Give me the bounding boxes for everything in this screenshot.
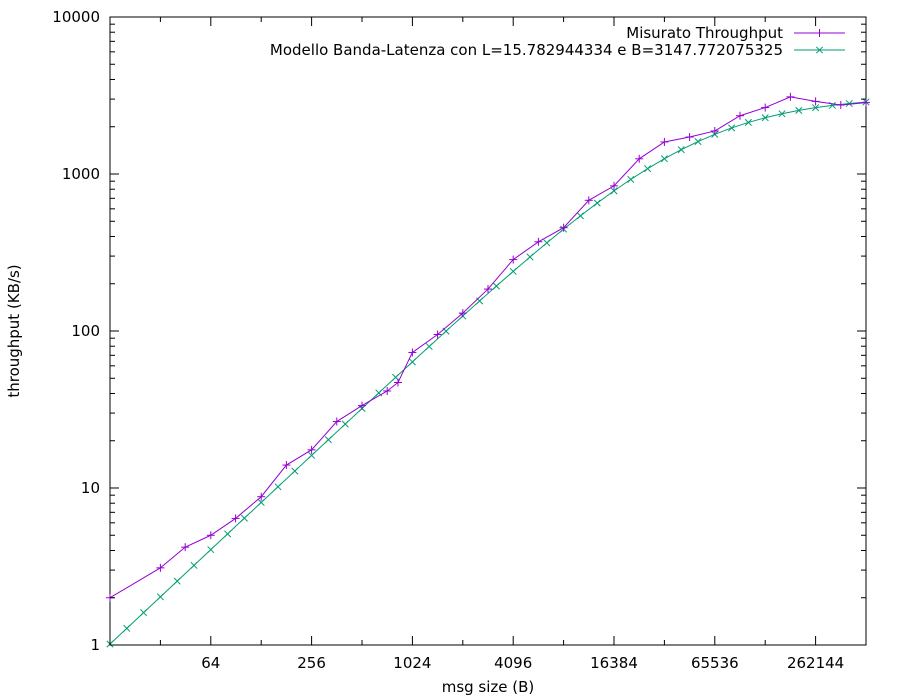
x-tick-label: 16384 [590, 654, 638, 672]
legend-label-measured: Misurato Throughput [626, 24, 783, 42]
series-model-point [660, 155, 668, 163]
series-measured-point [685, 133, 694, 142]
series-model-point [761, 114, 769, 122]
series-measured-point [534, 237, 543, 246]
series-measured [106, 92, 870, 602]
legend-sample-model-marker [815, 46, 824, 54]
series-model-point [610, 187, 618, 195]
x-tick-label: 262144 [787, 654, 844, 672]
x-axis-title: msg size (B) [442, 678, 535, 696]
series-model-point [543, 239, 551, 247]
series-model-point [240, 514, 248, 522]
series-model [106, 98, 870, 648]
y-tick-label: 10000 [52, 8, 100, 26]
x-tick-label: 65536 [691, 654, 739, 672]
series-model-point [778, 110, 786, 118]
series-measured-point [559, 223, 568, 232]
series-measured-point [282, 461, 291, 470]
series-model-point [492, 282, 500, 290]
series-measured-point [383, 386, 392, 395]
series-measured-line [109, 96, 867, 599]
series-model-point [509, 267, 517, 275]
legend-sample-measured [794, 29, 845, 37]
series-model-point [744, 118, 752, 126]
series-measured-point [483, 285, 492, 294]
series-measured-point [509, 255, 518, 264]
series-group [106, 92, 870, 648]
x-tick-label: 256 [297, 654, 326, 672]
series-model-line [109, 101, 867, 645]
series-measured-point [156, 563, 165, 572]
series-model-point [526, 253, 534, 261]
y-tick-label: 100 [71, 322, 100, 340]
series-model-point [408, 358, 416, 366]
series-model-point [375, 389, 383, 397]
y-axis-title: throughput (KB/s) [5, 264, 23, 397]
series-measured-point [710, 126, 719, 135]
series-measured-point [393, 378, 402, 387]
series-measured-point [736, 111, 745, 120]
series-measured-point [786, 92, 795, 101]
series-model-point [627, 175, 635, 183]
legend-sample-model [794, 46, 845, 54]
series-model-point [140, 609, 148, 617]
y-tick-label: 10 [81, 479, 100, 497]
series-model-point [644, 165, 652, 173]
series-measured-point [181, 543, 190, 552]
series-measured-point [458, 309, 467, 318]
series-model-point [207, 546, 215, 554]
series-model-point [173, 577, 181, 585]
series-model-point [728, 124, 736, 132]
legend-label-model: Modello Banda-Latenza con L=15.782944334… [270, 41, 783, 59]
series-measured-point [862, 98, 870, 107]
y-tick-label: 1 [90, 636, 100, 654]
x-tick-label: 1024 [393, 654, 431, 672]
x-tick-label: 4096 [494, 654, 532, 672]
series-model-point [795, 106, 803, 114]
series-measured-point [811, 97, 820, 106]
x-tick-label: 64 [201, 654, 220, 672]
series-model-point [308, 451, 316, 459]
series-model-point [593, 199, 601, 207]
series-measured-point [307, 445, 316, 454]
series-model-point [694, 137, 702, 146]
series-measured-point [635, 154, 644, 163]
series-model-point [341, 420, 349, 428]
series-model-point [224, 530, 232, 538]
series-measured-point [358, 401, 366, 410]
series-model-point [257, 498, 265, 507]
series-measured-point [206, 531, 215, 540]
series-model-point [677, 146, 685, 154]
series-measured-point [257, 492, 266, 501]
series-measured-point [332, 417, 341, 426]
series-model-point [576, 212, 584, 220]
series-measured-point [433, 330, 442, 339]
series-measured-point [761, 103, 770, 112]
series-model-point [291, 467, 299, 475]
series-measured-point [836, 101, 845, 110]
series-model-point [156, 593, 164, 601]
series-model-point [845, 99, 853, 108]
series-model-point [425, 342, 433, 351]
series-measured-point [231, 514, 240, 523]
series-model-point [274, 483, 282, 491]
legend-sample-measured-marker [815, 29, 824, 37]
series-model-point [324, 436, 332, 444]
legend: Misurato Throughput Modello Banda-Latenz… [270, 24, 845, 59]
series-model-point [812, 104, 820, 112]
series-measured-point [408, 348, 417, 357]
ticks-group: 64 256 1024 4096 16384 65536 262144 1 10 100 1000 1… [52, 8, 867, 672]
y-tick-label: 1000 [62, 165, 100, 183]
series-measured-point [610, 181, 618, 190]
series-model-point [123, 624, 131, 632]
series-model-point [190, 561, 198, 569]
series-measured-point [584, 196, 593, 205]
series-measured-point [660, 137, 669, 146]
